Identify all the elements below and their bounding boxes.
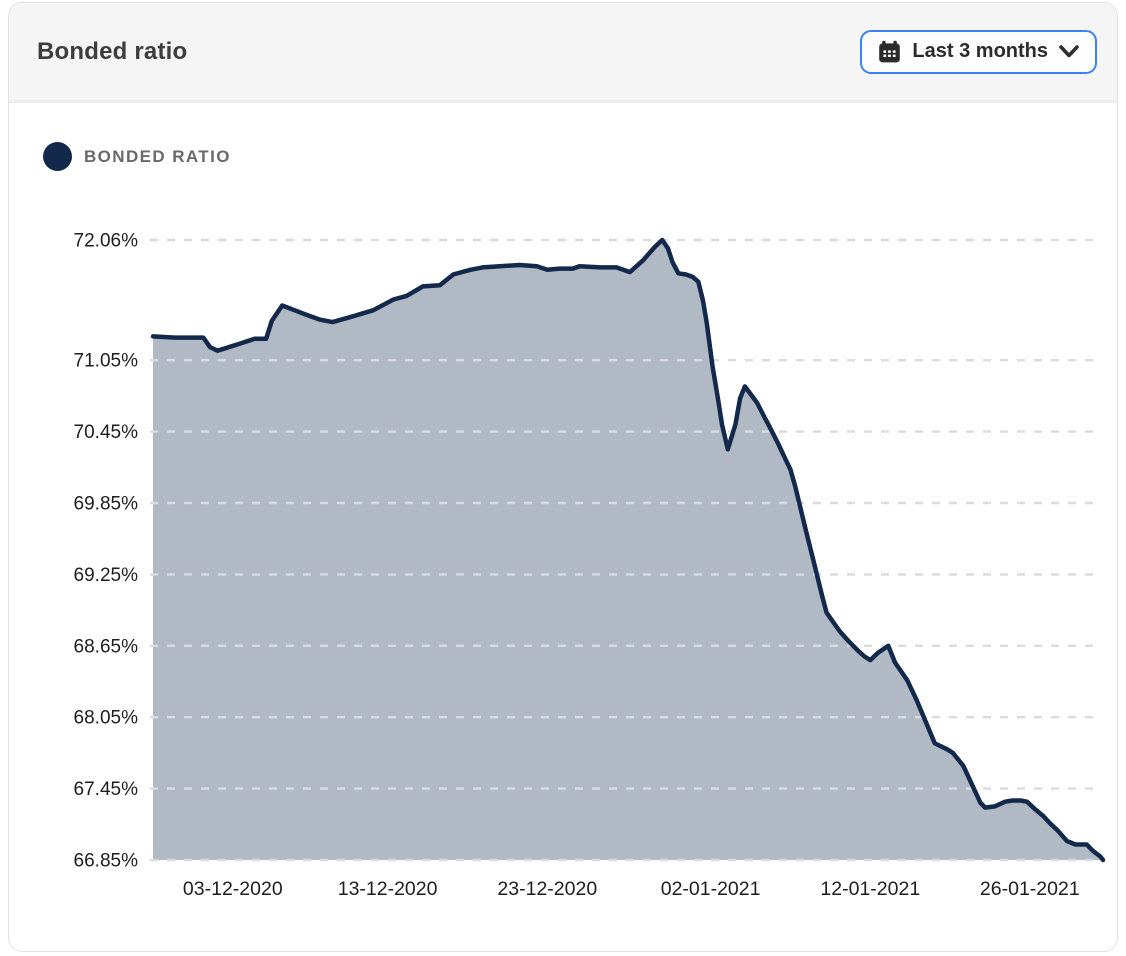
series-color-dot [43, 142, 72, 171]
x-axis-tick-label: 23-12-2020 [497, 878, 597, 900]
x-axis-labels: 03-12-2020 13-12-2020 23-12-2020 02-01-2021… [183, 878, 1080, 900]
area-fill [153, 240, 1103, 860]
time-range-dropdown[interactable]: Last 3 months [860, 29, 1097, 74]
chevron-down-icon [1059, 45, 1079, 58]
series-line [150, 237, 1106, 863]
chart-legend: BONDED RATIO [43, 142, 231, 171]
y-axis-tick-label: 71.05% [74, 351, 139, 372]
y-axis-tick-label: 66.85% [74, 851, 139, 872]
calendar-icon [879, 40, 901, 63]
x-axis-tick-label: 26-01-2021 [980, 878, 1080, 900]
y-axis-tick-label: 69.25% [74, 565, 139, 586]
page-title: Bonded ratio [37, 37, 188, 65]
y-axis-tick-label: 69.85% [74, 494, 139, 515]
bonded-ratio-card: Bonded ratio Last 3 months BONDED RATIO [8, 2, 1118, 952]
y-axis-tick-label: 67.45% [74, 779, 139, 800]
y-axis-tick-label: 68.65% [74, 636, 139, 657]
chart-svg: 72.06% 71.05% 70.45% 69.85% 69.25% 68.65% 68.0… [74, 231, 1106, 900]
x-axis-tick-label: 02-01-2021 [661, 878, 761, 900]
y-axis-labels: 72.06% 71.05% 70.45% 69.85% 69.25% 68.65% 68.0… [74, 231, 139, 872]
y-axis-tick-label: 70.45% [74, 422, 139, 443]
y-axis-tick-label: 68.05% [74, 708, 139, 729]
time-range-label: Last 3 months [912, 40, 1048, 62]
card-header: Bonded ratio Last 3 months [9, 3, 1117, 103]
series-legend-label: BONDED RATIO [84, 146, 231, 166]
x-axis-tick-label: 12-01-2021 [820, 878, 920, 900]
grid-lines [150, 238, 1100, 862]
x-axis-tick-label: 03-12-2020 [183, 878, 283, 900]
y-axis-tick-label: 72.06% [74, 231, 139, 252]
x-axis-tick-label: 13-12-2020 [338, 878, 438, 900]
